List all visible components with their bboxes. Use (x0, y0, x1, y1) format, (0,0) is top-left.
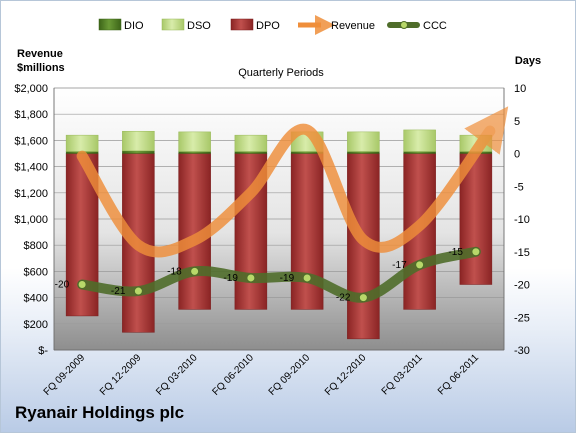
left-tick-label: $1,200 (14, 188, 48, 200)
ccc-data-label: -19 (280, 273, 295, 284)
right-tick-label: -20 (514, 280, 530, 292)
ccc-data-label: -19 (223, 273, 238, 284)
left-axis-title-line1: Revenue (17, 48, 63, 60)
left-tick-label: $1,400 (14, 162, 48, 174)
dso-bar (178, 131, 211, 152)
right-tick-label: -25 (514, 312, 530, 324)
category-label: FQ 06-2010 (210, 352, 256, 398)
left-tick-label: $800 (24, 240, 48, 252)
ccc-data-label: -17 (392, 260, 407, 271)
ccc-data-label: -20 (55, 280, 70, 291)
company-name: Ryanair Holdings plc (15, 403, 185, 422)
dso-bar (65, 134, 99, 152)
category-label: FQ 06-2011 (436, 352, 481, 397)
ccc-point (358, 293, 368, 303)
left-tick-label: $1,600 (14, 135, 48, 147)
ccc-point (302, 273, 312, 283)
legend-label-ccc: CCC (423, 20, 447, 32)
left-tick-label: $200 (24, 319, 48, 331)
dio-bar (347, 151, 380, 154)
left-tick-label: $400 (24, 293, 48, 305)
left-axis-title-line2: $millions (17, 62, 65, 74)
right-tick-label: 5 (514, 116, 520, 128)
right-tick-label: -5 (514, 181, 524, 193)
ccc-point (415, 260, 425, 270)
left-tick-label: $1,800 (14, 109, 48, 121)
dso-bar (234, 134, 268, 152)
ccc-point (133, 286, 143, 296)
dio-bar (122, 150, 155, 154)
right-tick-label: -10 (514, 214, 530, 226)
right-axis-title: Days (515, 55, 541, 67)
ccc-point (471, 247, 481, 257)
dso-swatch-icon (161, 18, 185, 31)
category-label: FQ 12-2010 (323, 352, 369, 398)
left-tick-label: $1,000 (14, 214, 48, 226)
right-tick-label: 0 (514, 149, 520, 161)
category-label: FQ 09-2009 (42, 352, 88, 398)
ccc-point (77, 280, 87, 289)
dio-bar (234, 151, 268, 154)
category-label: FQ 12-2009 (98, 352, 144, 398)
ccc-legend-marker (400, 21, 408, 29)
ccc-data-label: -21 (111, 286, 126, 297)
ccc-data-label: -22 (336, 293, 351, 304)
ccc-data-label: -18 (167, 266, 182, 277)
ccc-point (190, 266, 200, 276)
ccc-data-label: -15 (448, 247, 463, 258)
dio-bar (403, 151, 436, 154)
legend-label-dio: DIO (124, 20, 144, 32)
category-label: FQ 09-2010 (267, 352, 313, 398)
legend-label-dso: DSO (187, 20, 211, 32)
revenue-line (76, 106, 509, 258)
legend-label-revenue: Revenue (331, 20, 375, 32)
chart-title: Quarterly Periods (238, 67, 324, 79)
dso-bar (403, 129, 436, 152)
left-tick-label: $600 (24, 266, 48, 278)
right-tick-label: -30 (514, 345, 530, 357)
ccc-line (77, 246, 481, 303)
dio-bar (178, 151, 211, 154)
ccc-line-marker-icon (387, 21, 420, 29)
dpo-swatch-icon (230, 18, 254, 31)
dso-bar (122, 130, 155, 152)
left-tick-label: $- (38, 345, 48, 357)
right-tick-label: 10 (514, 83, 526, 95)
category-label: FQ 03-2010 (154, 352, 200, 398)
category-label: FQ 03-2011 (380, 352, 425, 397)
left-tick-label: $2,000 (14, 83, 48, 95)
ccc-point (246, 273, 256, 283)
legend-label-dpo: DPO (256, 20, 280, 32)
right-tick-label: -15 (514, 247, 530, 259)
dio-swatch-icon (98, 18, 122, 31)
dso-bar (347, 131, 380, 152)
